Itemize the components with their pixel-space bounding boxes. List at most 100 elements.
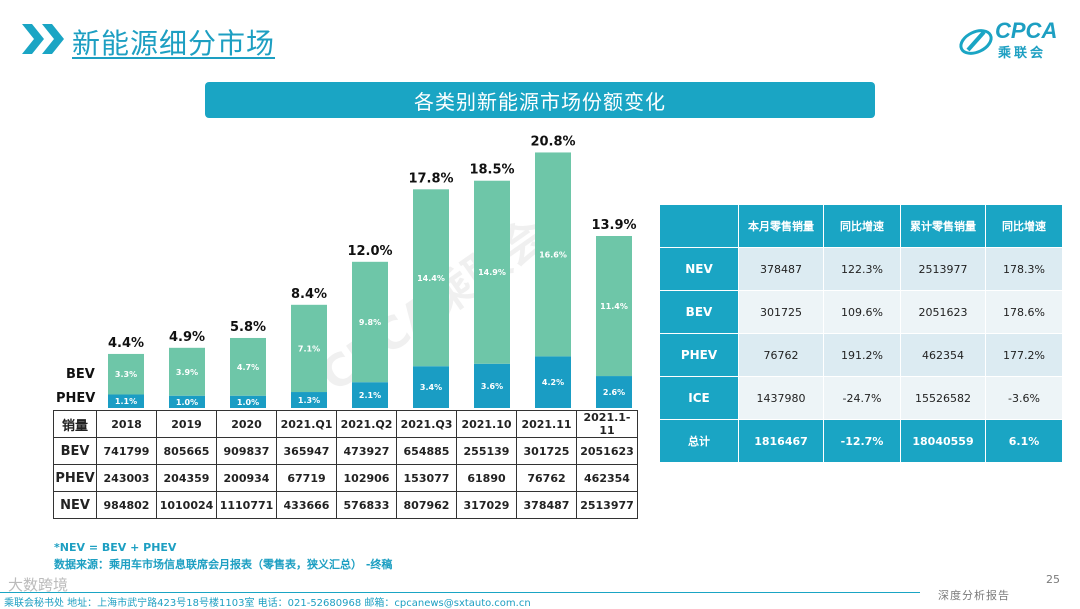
retail-cell: 6.1% xyxy=(985,419,1063,463)
table-cell: 200934 xyxy=(216,464,277,492)
chevron-double-right-icon xyxy=(22,24,64,54)
table-row: BEV 741799 805665 909837 365947 473927 6… xyxy=(53,437,638,465)
bar-phev xyxy=(474,363,510,408)
bar-phev xyxy=(596,376,632,408)
column-header: 2020 xyxy=(216,410,277,438)
data-label-total: 13.9% xyxy=(591,218,636,233)
data-label-bev: 3.9% xyxy=(176,368,198,377)
retail-cell: 191.2% xyxy=(823,333,901,377)
table-cell: 301725 xyxy=(516,437,577,465)
stacked-bar-chart: 1.1% 3.3% 4.4% 1.0% 3.9% 4.9% 1.0% 4.7% 5.8% 1.3%… xyxy=(108,134,637,408)
data-label-bev: 16.6% xyxy=(539,250,567,259)
table-cell: 1110771 xyxy=(216,491,277,519)
table-header-row: 销量 2018 2019 2020 2021.Q1 2021.Q2 2021.Q… xyxy=(53,410,638,438)
data-label-phev: 4.2% xyxy=(542,378,564,387)
retail-row: ICE 1437980 -24.7% 15526582 -3.6% xyxy=(659,376,1063,420)
bar-bev xyxy=(230,337,266,396)
legend-phev: PHEV xyxy=(56,391,96,406)
table-corner: 销量 xyxy=(53,410,97,438)
retail-header-cell: 同比增速 xyxy=(985,204,1063,248)
retail-row-label: ICE xyxy=(659,376,739,420)
table-cell: 576833 xyxy=(336,491,397,519)
table-cell: 153077 xyxy=(396,464,457,492)
cpca-logo-icon xyxy=(959,29,993,55)
table-cell: 909837 xyxy=(216,437,277,465)
row-label: BEV xyxy=(53,437,97,465)
table-cell: 378487 xyxy=(516,491,577,519)
bar-bev xyxy=(169,347,205,396)
table-cell: 243003 xyxy=(96,464,157,492)
bar-phev xyxy=(169,395,205,408)
retail-header-cell: 累计零售销量 xyxy=(900,204,986,248)
table-cell: 255139 xyxy=(456,437,517,465)
page-title: 新能源细分市场 xyxy=(72,27,276,60)
table-cell: 61890 xyxy=(456,464,517,492)
table-cell: 2051623 xyxy=(576,437,638,465)
column-header: 2021.11 xyxy=(516,410,577,438)
retail-header-cell: 同比增速 xyxy=(823,204,901,248)
column-header: 2021.Q1 xyxy=(276,410,337,438)
retail-row-label: BEV xyxy=(659,290,739,334)
row-label: NEV xyxy=(53,491,97,519)
column-header: 2021.1-11 xyxy=(576,410,638,438)
retail-cell: -3.6% xyxy=(985,376,1063,420)
data-label-bev: 14.9% xyxy=(478,268,506,277)
data-label-total: 17.8% xyxy=(408,171,453,186)
table-cell: 67719 xyxy=(276,464,337,492)
data-label-bev: 3.3% xyxy=(115,370,137,379)
table-cell: 741799 xyxy=(96,437,157,465)
data-label-bev: 7.1% xyxy=(298,344,320,353)
retail-header-row: 本月零售销量 同比增速 累计零售销量 同比增速 xyxy=(659,204,1063,248)
bar-phev xyxy=(291,392,327,408)
data-label-total: 12.0% xyxy=(347,244,392,259)
table-cell: 1010024 xyxy=(156,491,217,519)
data-label-total: 5.8% xyxy=(230,320,266,335)
table-cell: 473927 xyxy=(336,437,397,465)
data-label-bev: 11.4% xyxy=(600,302,628,311)
table-cell: 102906 xyxy=(336,464,397,492)
column-header: 2019 xyxy=(156,410,217,438)
retail-cell: 178.3% xyxy=(985,247,1063,291)
retail-cell: 2051623 xyxy=(900,290,986,334)
retail-cell: 122.3% xyxy=(823,247,901,291)
data-label-phev: 1.3% xyxy=(298,396,320,405)
column-header: 2018 xyxy=(96,410,157,438)
bar-bev xyxy=(413,189,449,367)
data-label-bev: 14.4% xyxy=(417,274,445,283)
footer-address: 乘联会秘书处 地址：上海市武宁路423号18号楼1103室 电话：021-526… xyxy=(4,598,531,609)
data-label-total: 4.4% xyxy=(108,336,144,351)
logo-text: CPCA xyxy=(995,18,1058,43)
column-header: 2021.Q2 xyxy=(336,410,397,438)
bar-bev xyxy=(108,353,144,395)
retail-header-cell: 本月零售销量 xyxy=(738,204,824,248)
retail-cell: 462354 xyxy=(900,333,986,377)
data-label-phev: 3.6% xyxy=(481,382,503,391)
column-header: 2021.Q3 xyxy=(396,410,457,438)
retail-cell: 178.6% xyxy=(985,290,1063,334)
bar-bev xyxy=(596,236,632,377)
table-cell: 204359 xyxy=(156,464,217,492)
data-label-phev: 3.4% xyxy=(420,383,442,392)
retail-cell: 18040559 xyxy=(900,419,986,463)
bar-phev xyxy=(108,394,144,408)
table-cell: 365947 xyxy=(276,437,337,465)
data-label-phev: 2.6% xyxy=(603,388,625,397)
chart-title-banner: 各类别新能源市场份额变化 xyxy=(205,82,875,118)
bar-phev xyxy=(413,366,449,408)
footer-divider xyxy=(0,592,920,593)
data-label-phev: 1.0% xyxy=(176,398,198,407)
table-row: PHEV 243003 204359 200934 67719 102906 1… xyxy=(53,464,638,492)
retail-sales-table: 本月零售销量 同比增速 累计零售销量 同比增速 NEV 378487 122.3… xyxy=(659,204,1063,463)
data-label-phev: 1.1% xyxy=(115,397,137,406)
retail-row-label: NEV xyxy=(659,247,739,291)
data-label-total: 8.4% xyxy=(291,287,327,302)
retail-cell: 1816467 xyxy=(738,419,824,463)
bar-phev xyxy=(352,382,388,408)
data-label-bev: 9.8% xyxy=(359,318,381,327)
data-label-total: 18.5% xyxy=(469,163,514,178)
data-label-phev: 1.0% xyxy=(237,398,259,407)
table-cell: 462354 xyxy=(576,464,638,492)
table-cell: 76762 xyxy=(516,464,577,492)
data-label-bev: 4.7% xyxy=(237,363,259,372)
data-label-total: 20.8% xyxy=(530,134,575,149)
